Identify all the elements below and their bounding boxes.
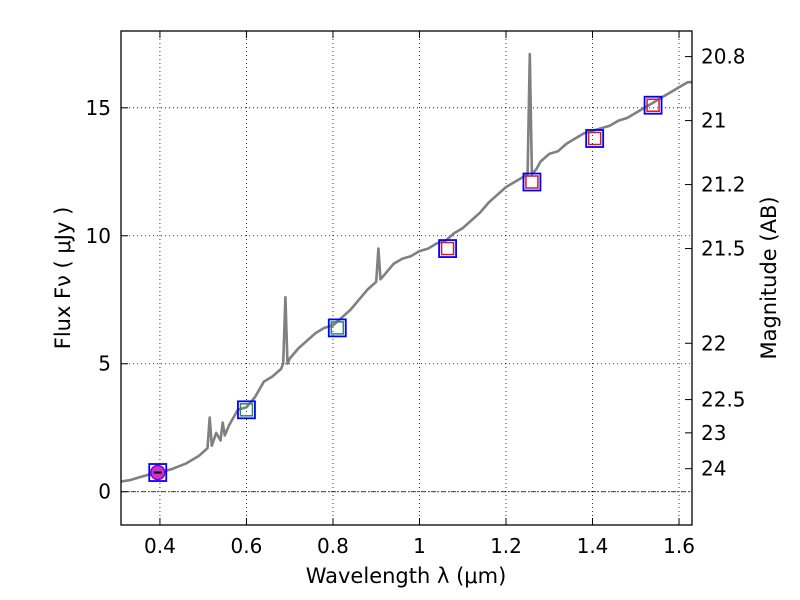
photometry-frame xyxy=(237,400,256,420)
right-tick-label-6: 23 xyxy=(701,421,726,445)
spectrum-line xyxy=(120,52,692,483)
photometry-marker xyxy=(440,241,455,256)
photometry-marker xyxy=(525,175,539,189)
spectrum-layer xyxy=(120,52,692,483)
photometry-marker xyxy=(330,321,345,335)
x-axis-ticks: 0.4 0.6 0.8 1 1.2 1.4 1.6 xyxy=(144,31,695,558)
grid xyxy=(121,31,692,525)
photometry-frame xyxy=(148,463,168,482)
x-tick-label-1: 0.6 xyxy=(231,534,263,558)
y-tick-label-3: 15 xyxy=(86,96,111,120)
y-axis-ticks: 0 5 10 15 xyxy=(86,96,128,504)
photometry-frame xyxy=(327,318,347,338)
photometry-frame xyxy=(585,129,605,148)
y-axis-label: Flux Fν ( μJy ) xyxy=(51,207,75,350)
photometry-point-5 xyxy=(585,129,605,148)
photometry-point-6 xyxy=(643,95,663,115)
x-tick-label-5: 1.4 xyxy=(577,534,609,558)
photometry-frame xyxy=(438,239,457,258)
photometry-point-2 xyxy=(327,318,347,338)
photometry-frame xyxy=(643,95,663,115)
x-tick-label-0: 0.4 xyxy=(144,534,176,558)
right-tick-label-7: 24 xyxy=(701,457,726,481)
photometry-points xyxy=(148,95,663,482)
x-axis-label: Wavelength λ (μm) xyxy=(306,564,507,588)
right-axis-ticks: 20.8 21 21.2 21.5 22 22.5 23 24 xyxy=(685,45,746,481)
photometry-point-4 xyxy=(522,172,542,192)
x-tick-label-3: 1 xyxy=(413,534,426,558)
y-tick-label-1: 5 xyxy=(98,352,111,376)
x-tick-label-2: 0.8 xyxy=(317,534,349,558)
y-tick-label-2: 10 xyxy=(86,224,111,248)
plot-frame xyxy=(120,30,693,526)
right-tick-label-1: 21 xyxy=(701,109,726,133)
x-tick-label-6: 1.6 xyxy=(663,534,695,558)
y-tick-label-0: 0 xyxy=(98,480,111,504)
photometry-marker xyxy=(587,131,602,146)
photometry-frame xyxy=(522,172,542,192)
photometry-point-0 xyxy=(148,463,168,482)
right-tick-label-4: 22 xyxy=(701,331,726,355)
photometry-marker xyxy=(646,98,660,112)
photometry-point-3 xyxy=(438,239,457,258)
right-tick-label-5: 22.5 xyxy=(701,388,746,412)
right-tick-label-0: 20.8 xyxy=(701,45,746,69)
right-axis-label: Magnitude (AB) xyxy=(757,196,781,359)
photometry-point-1 xyxy=(237,400,256,420)
right-tick-label-3: 21.5 xyxy=(701,237,746,261)
x-tick-label-4: 1.2 xyxy=(490,534,522,558)
photometry-marker xyxy=(239,403,254,417)
right-tick-label-2: 21.2 xyxy=(701,173,746,197)
